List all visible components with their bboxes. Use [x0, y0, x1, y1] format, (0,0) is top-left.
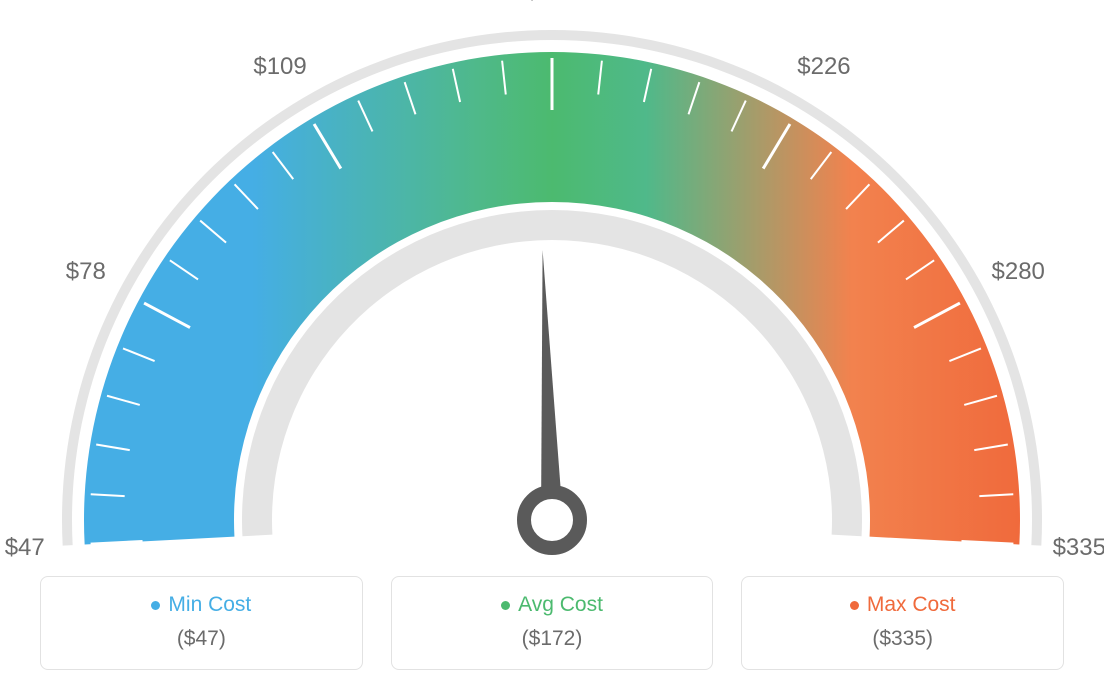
legend-min-box: Min Cost ($47): [40, 576, 363, 670]
gauge-tick-label: $47: [5, 534, 45, 562]
legend-row: Min Cost ($47) Avg Cost ($172) Max Cost …: [0, 576, 1104, 670]
legend-max-title: Max Cost: [850, 593, 956, 617]
gauge-container: $47 $78 $109 $172 $226 $280 $335: [0, 0, 1104, 570]
gauge-tick-label: $172: [525, 0, 578, 6]
legend-min-label: Min Cost: [168, 593, 251, 617]
gauge-tick-label: $226: [797, 53, 850, 81]
gauge-tick-label: $78: [66, 258, 106, 286]
legend-avg-value: ($172): [404, 627, 701, 651]
legend-min-value: ($47): [53, 627, 350, 651]
legend-avg-title: Avg Cost: [501, 593, 603, 617]
legend-max-dot-icon: [850, 601, 859, 610]
legend-max-box: Max Cost ($335): [741, 576, 1064, 670]
gauge-needle: [541, 250, 563, 520]
legend-max-value: ($335): [754, 627, 1051, 651]
legend-avg-box: Avg Cost ($172): [391, 576, 714, 670]
gauge-tick-label: $109: [253, 53, 306, 81]
legend-min-dot-icon: [151, 601, 160, 610]
gauge-tick-label: $335: [1053, 534, 1104, 562]
legend-avg-dot-icon: [501, 601, 510, 610]
legend-min-title: Min Cost: [151, 593, 251, 617]
gauge-svg: [0, 0, 1104, 570]
gauge-tick-label: $280: [991, 258, 1044, 286]
gauge-needle-hub: [524, 492, 580, 548]
legend-max-label: Max Cost: [867, 593, 956, 617]
legend-avg-label: Avg Cost: [518, 593, 603, 617]
